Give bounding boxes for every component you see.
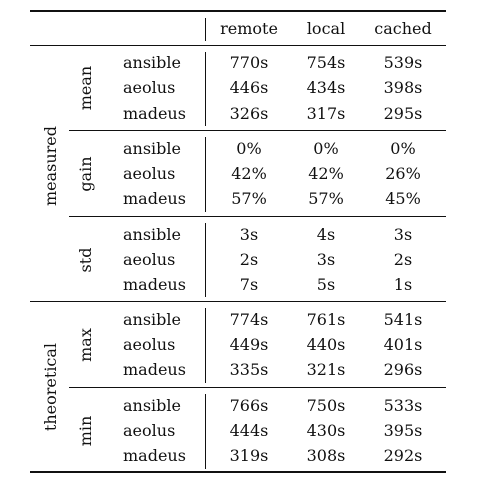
table-cell: 444s — [229, 421, 269, 440]
table-cell: 42% — [308, 164, 344, 183]
table-cell: 541s — [383, 310, 423, 329]
row-label-madeus: madeus — [123, 446, 186, 465]
table-cell: 1s — [393, 275, 413, 294]
table-cell: 45% — [385, 189, 421, 208]
subgroup-rule — [69, 130, 446, 131]
table-cell: 401s — [383, 335, 423, 354]
table-cell: 761s — [306, 310, 346, 329]
table-cell: 295s — [383, 104, 423, 123]
table-cell: 335s — [229, 360, 269, 379]
table-cell: 754s — [306, 53, 346, 72]
std-column-divider — [205, 223, 206, 297]
gain-column-divider — [205, 137, 206, 212]
row-label-aeolus: aeolus — [123, 164, 176, 183]
bottom-rule — [30, 471, 446, 473]
subgroup-rule — [69, 216, 446, 217]
table-cell: 0% — [236, 139, 262, 158]
table-cell: 449s — [229, 335, 269, 354]
group-rule — [30, 301, 446, 302]
table-cell: 0% — [390, 139, 416, 158]
column-header-remote: remote — [220, 19, 278, 38]
table-cell: 434s — [306, 78, 346, 97]
table-cell: 42% — [231, 164, 267, 183]
min-column-divider — [205, 394, 206, 469]
table-cell: 770s — [229, 53, 269, 72]
row-label-ansible: ansible — [123, 139, 181, 158]
table-cell: 430s — [306, 421, 346, 440]
row-label-ansible: ansible — [123, 225, 181, 244]
table-cell: 0% — [313, 139, 339, 158]
table-cell: 774s — [229, 310, 269, 329]
column-header-local: local — [306, 19, 346, 38]
max-column-divider — [205, 308, 206, 383]
table-cell: 7s — [239, 275, 259, 294]
row-label-aeolus: aeolus — [123, 250, 176, 269]
table-cell: 3s — [316, 250, 336, 269]
top-rule — [30, 10, 446, 12]
row-label-ansible: ansible — [123, 396, 181, 415]
group-label-theoretical: theoretical — [41, 342, 60, 432]
row-label-ansible: ansible — [123, 53, 181, 72]
table-cell: 326s — [229, 104, 269, 123]
subgroup-label-std: std — [76, 247, 95, 273]
row-label-ansible: ansible — [123, 310, 181, 329]
row-label-madeus: madeus — [123, 360, 186, 379]
subgroup-label-max: max — [76, 328, 95, 362]
table-cell: 292s — [383, 446, 423, 465]
table-cell: 296s — [383, 360, 423, 379]
table-cell: 26% — [385, 164, 421, 183]
row-label-aeolus: aeolus — [123, 421, 176, 440]
table-cell: 766s — [229, 396, 269, 415]
table-cell: 750s — [306, 396, 346, 415]
table-cell: 3s — [393, 225, 413, 244]
table-cell: 308s — [306, 446, 346, 465]
table-cell: 2s — [239, 250, 259, 269]
table-cell: 398s — [383, 78, 423, 97]
header-rule — [30, 45, 446, 46]
group-label-measured: measured — [41, 125, 60, 207]
subgroup-label-min: min — [76, 415, 95, 447]
table-cell: 446s — [229, 78, 269, 97]
row-label-madeus: madeus — [123, 104, 186, 123]
table-cell: 319s — [229, 446, 269, 465]
table-cell: 3s — [239, 225, 259, 244]
subgroup-rule — [69, 387, 446, 388]
subgroup-label-mean: mean — [76, 65, 95, 111]
table-cell: 5s — [316, 275, 336, 294]
table-cell: 57% — [308, 189, 344, 208]
table-cell: 533s — [383, 396, 423, 415]
column-header-cached: cached — [374, 19, 432, 38]
row-label-aeolus: aeolus — [123, 335, 176, 354]
table-cell: 317s — [306, 104, 346, 123]
row-label-madeus: madeus — [123, 275, 186, 294]
row-label-madeus: madeus — [123, 189, 186, 208]
table-cell: 4s — [316, 225, 336, 244]
subgroup-label-gain: gain — [76, 156, 95, 192]
header-column-divider — [205, 18, 206, 41]
table-cell: 57% — [231, 189, 267, 208]
table-cell: 539s — [383, 53, 423, 72]
row-label-aeolus: aeolus — [123, 78, 176, 97]
table-cell: 2s — [393, 250, 413, 269]
table-cell: 321s — [306, 360, 346, 379]
table-cell: 440s — [306, 335, 346, 354]
mean-column-divider — [205, 52, 206, 126]
table-cell: 395s — [383, 421, 423, 440]
